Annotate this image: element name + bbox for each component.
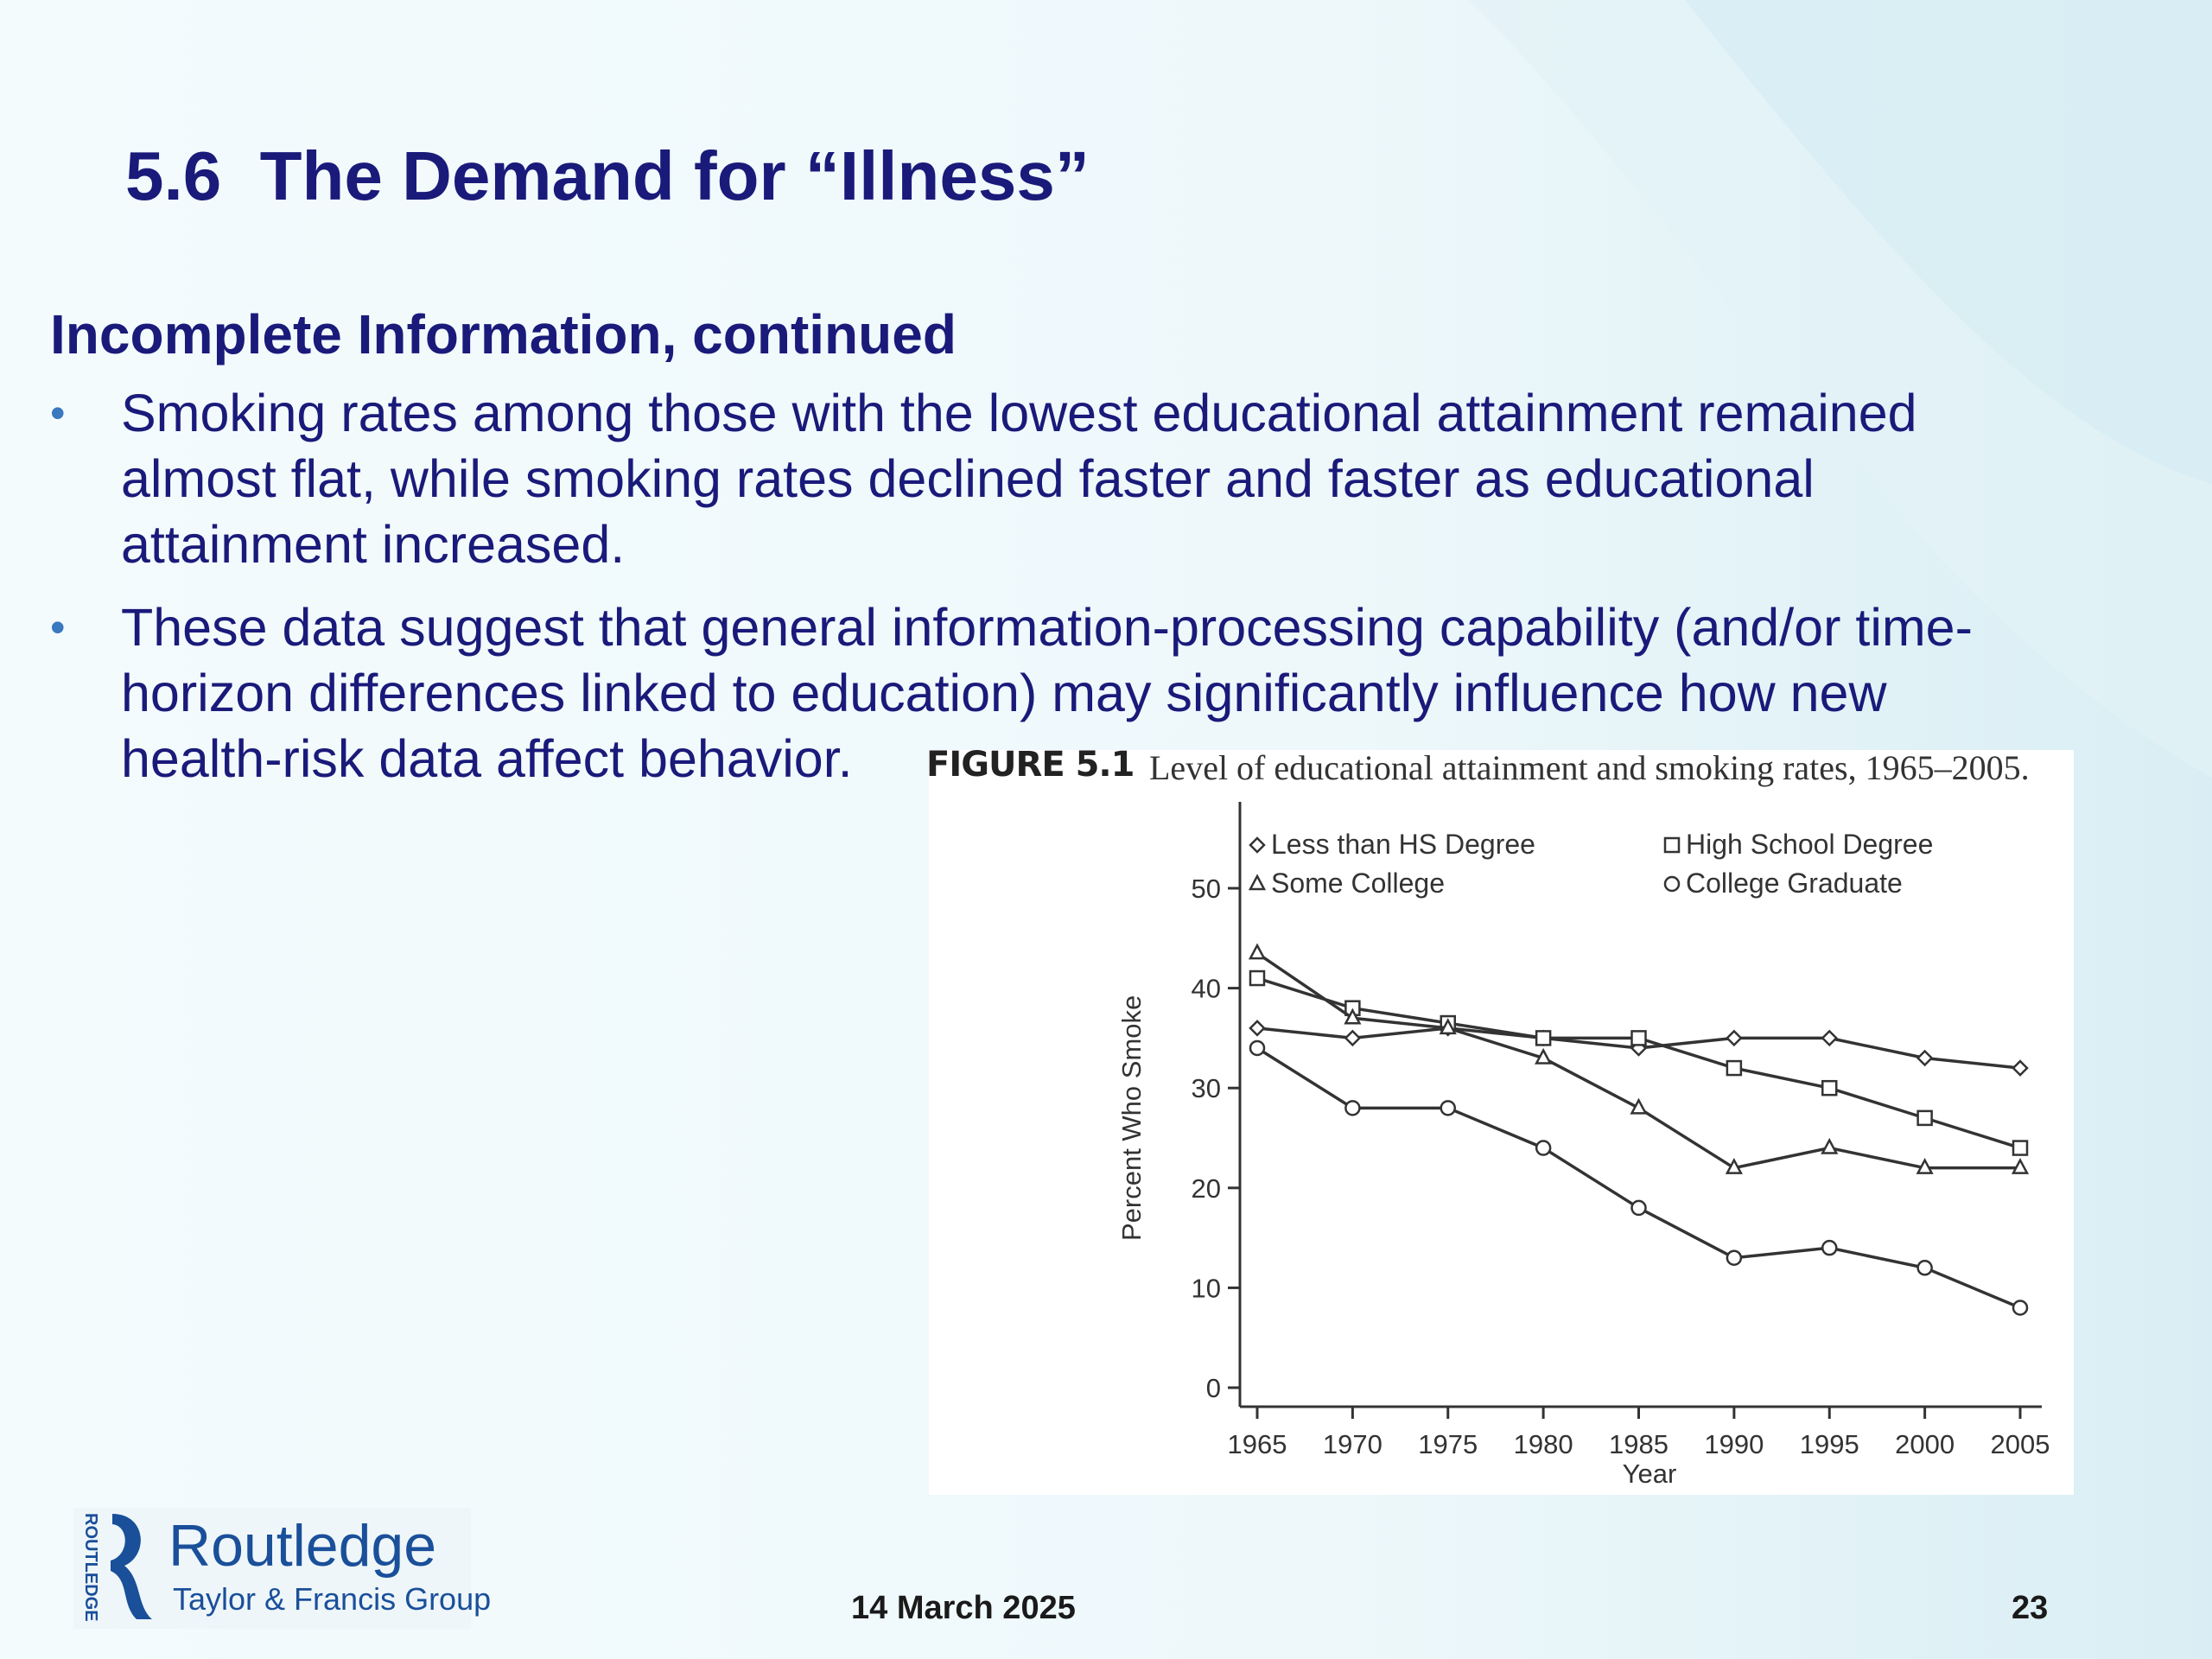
legend-label: College Graduate (1686, 868, 1903, 899)
bullet-list: • Smoking rates among those with the low… (50, 380, 2124, 809)
legend-label: Less than HS Degree (1271, 829, 1535, 860)
data-point (1248, 943, 1267, 960)
data-point (2012, 1059, 2029, 1077)
data-point (1725, 1158, 1743, 1174)
y-tick-label: 30 (1192, 1073, 1221, 1103)
data-point (1535, 1030, 1552, 1046)
bullet-line: Smoking rates among those with the lowes… (121, 384, 1917, 442)
y-tick-label: 10 (1192, 1273, 1221, 1303)
x-tick-label: 1980 (1514, 1429, 1573, 1459)
figure-panel: 0 10 20 30 40 50 1965 1970 1975 1980 1985 1990 1995 2… (929, 750, 2074, 1495)
data-point (1726, 1249, 1743, 1266)
data-point (1249, 969, 1266, 987)
data-point (1726, 1029, 1743, 1047)
data-point (1344, 1029, 1362, 1047)
y-tick-label: 40 (1192, 974, 1221, 1004)
x-tick-label: 1985 (1609, 1429, 1669, 1459)
bullet-item: • These data suggest that general inform… (50, 594, 2124, 791)
x-tick-label: 1995 (1800, 1429, 1859, 1459)
data-point (1249, 1039, 1266, 1057)
x-axis-label: Year (1623, 1459, 1677, 1489)
data-point (1821, 1137, 1839, 1154)
slide-title: 5.6 The Demand for “Illness” (125, 137, 1090, 214)
routledge-emblem-icon (111, 1514, 152, 1619)
data-point (2012, 1140, 2029, 1156)
y-axis-label: Percent Who Smoke (1116, 995, 1147, 1241)
bullet-line: almost flat, while smoking rates decline… (121, 449, 1815, 508)
series-line (1256, 951, 2020, 1170)
smoking-rates-chart: 0 10 20 30 40 50 1965 1970 1975 1980 1985 1990 1995 2… (1116, 802, 2050, 1489)
bullet-icon: • (50, 389, 66, 437)
x-tick-label: 1965 (1228, 1429, 1287, 1459)
figure-caption: Level of educational attainment and smok… (1149, 748, 2030, 787)
legend-marker (1248, 874, 1267, 891)
footer-date: 14 March 2025 (851, 1590, 1076, 1626)
data-point (2012, 1300, 2029, 1316)
data-point (1535, 1140, 1552, 1156)
bullet-item: • Smoking rates among those with the low… (50, 380, 2124, 577)
legend-label: Some College (1271, 868, 1445, 899)
data-point (1630, 1030, 1647, 1046)
x-tick-label: 2000 (1895, 1429, 1955, 1459)
legend-label: High School Degree (1686, 829, 1933, 860)
data-point (1630, 1097, 1648, 1115)
data-point (1535, 1047, 1553, 1065)
series-line (1256, 1046, 2021, 1310)
bullet-line: health-risk data affect behavior. (121, 729, 853, 788)
y-tick-label: 20 (1192, 1173, 1221, 1204)
data-point (1249, 1020, 1266, 1037)
bullet-line: attainment increased. (121, 515, 626, 574)
legend-marker (1249, 836, 1266, 854)
bullet-line: These data suggest that general informat… (121, 598, 1973, 657)
data-point (1344, 1100, 1361, 1116)
data-point (2011, 1158, 2030, 1174)
x-tick-label: 1970 (1323, 1429, 1382, 1459)
data-point (1440, 1100, 1456, 1116)
y-tick-label: 0 (1206, 1373, 1221, 1403)
legend-marker (1663, 836, 1681, 854)
logo-subtitle: Taylor & Francis Group (173, 1581, 492, 1617)
page-number: 23 (2012, 1590, 2049, 1626)
x-tick-label: 1990 (1704, 1429, 1764, 1459)
data-point (1821, 1029, 1839, 1047)
logo-vertical-text: ROUTLEDGE (81, 1513, 100, 1622)
y-tick-label: 50 (1192, 874, 1221, 904)
data-point (1439, 1018, 1457, 1035)
bullet-icon: • (50, 603, 66, 652)
figure-label: FIGURE 5.1 (926, 745, 1135, 785)
data-point (1916, 1109, 1933, 1127)
data-point (1916, 1260, 1933, 1276)
x-tick-label: 2005 (1991, 1429, 2050, 1459)
data-point (1916, 1049, 1934, 1067)
slide-subheading: Incomplete Information, continued (50, 303, 957, 365)
data-point (1630, 1199, 1647, 1217)
data-point (1821, 1239, 1838, 1256)
logo-name: Routledge (168, 1513, 437, 1579)
data-point (1726, 1059, 1743, 1077)
data-point (1821, 1079, 1838, 1096)
data-point (1916, 1158, 1934, 1174)
data-point (1344, 1007, 1362, 1025)
bullet-line: horizon differences linked to education)… (121, 664, 1887, 722)
legend-marker (1663, 875, 1681, 893)
x-tick-label: 1975 (1418, 1429, 1478, 1459)
series-line (1256, 976, 2021, 1150)
